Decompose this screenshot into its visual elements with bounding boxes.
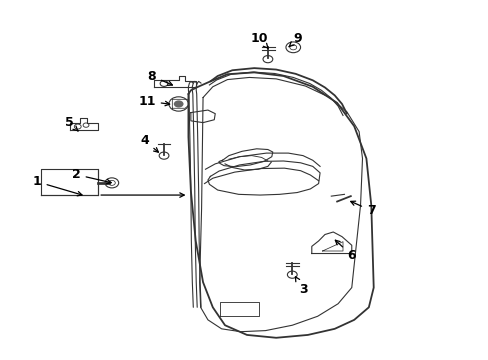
Text: 5: 5 (64, 116, 78, 131)
Text: 8: 8 (147, 69, 172, 85)
Text: 6: 6 (335, 240, 355, 262)
Text: 2: 2 (72, 168, 111, 184)
Text: 4: 4 (140, 134, 158, 152)
Text: 3: 3 (295, 277, 306, 296)
Text: 11: 11 (138, 95, 169, 108)
Circle shape (173, 100, 183, 108)
Text: 9: 9 (288, 32, 302, 47)
Text: 1: 1 (33, 175, 82, 196)
Text: 10: 10 (250, 32, 267, 48)
Text: 7: 7 (350, 201, 375, 217)
